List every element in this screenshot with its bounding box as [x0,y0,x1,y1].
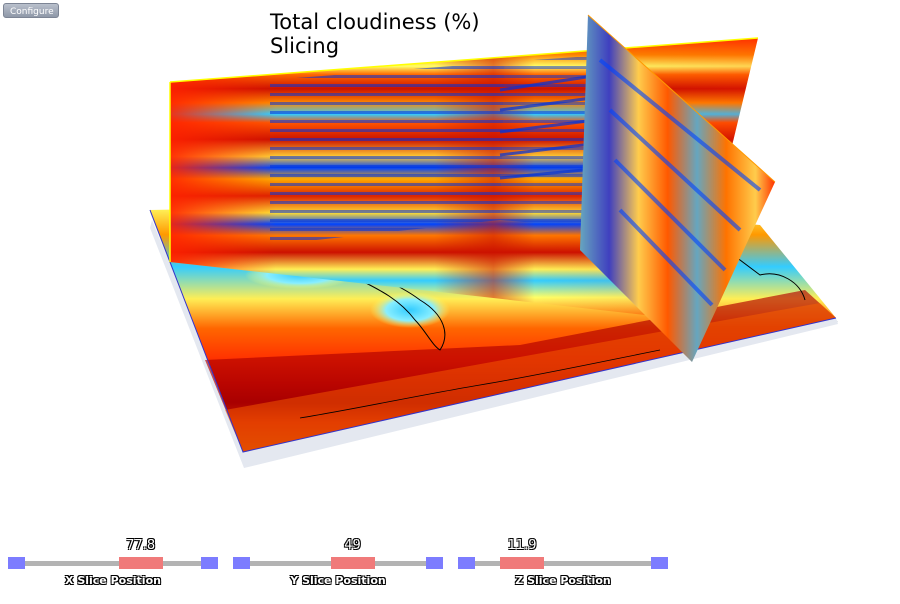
x-slice-plane [580,14,776,362]
slider-value: 49 [344,538,361,553]
title-line-mode: Slicing [270,34,340,58]
slider-track[interactable] [16,561,210,566]
title-line-variable: Total cloudiness (%) [270,10,480,34]
slider-knob[interactable] [118,557,163,569]
x-slice-slider[interactable]: 77.8 X Slice Position [8,536,218,588]
y-slice-slider[interactable]: 49 Y Slice Position [233,536,443,588]
slider-value: 11.9 [507,538,537,553]
z-slice-slider[interactable]: 11.9 Z Slice Position [458,536,668,588]
slider-label: X Slice Position [65,574,161,587]
slider-min-cap[interactable] [458,557,475,569]
slider-max-cap[interactable] [651,557,668,569]
slider-knob[interactable] [500,557,545,569]
slider-label: Z Slice Position [515,574,611,587]
slider-knob[interactable] [330,557,375,569]
slider-label: Y Slice Position [290,574,386,587]
slider-track[interactable] [466,561,660,566]
figure-title: Total cloudiness (%) Slicing [270,10,480,58]
slider-min-cap[interactable] [8,557,25,569]
configure-button[interactable]: Configure [3,3,59,18]
slider-max-cap[interactable] [426,557,443,569]
slider-value: 77.8 [126,538,156,553]
slider-min-cap[interactable] [233,557,250,569]
slider-max-cap[interactable] [201,557,218,569]
